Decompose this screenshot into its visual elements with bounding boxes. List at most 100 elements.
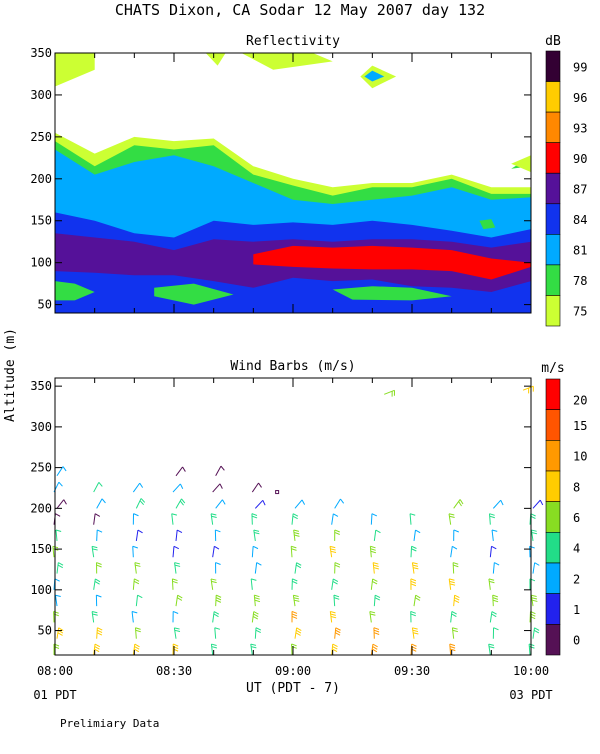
wind-barb-feather <box>175 630 180 631</box>
x-tick-label: 08:00 <box>37 664 73 678</box>
wind-barb-feather <box>449 516 454 517</box>
wind-barbs-panel: Wind Barbs (m/s) 5010015020025030035008:… <box>30 359 587 678</box>
wind-barb <box>254 595 260 606</box>
wind-barb-staff <box>335 499 341 508</box>
wind-barb-feather <box>294 533 299 534</box>
x-axis-left-sublabel: 01 PDT <box>33 688 76 702</box>
wind-colorbar-swatch <box>546 410 560 441</box>
wind-barb <box>295 563 301 574</box>
wind-barb-staff <box>292 514 293 525</box>
wind-barb <box>374 628 379 639</box>
wind-barb-feather <box>251 647 256 648</box>
wind-barb <box>97 499 106 509</box>
wind-barb-feather <box>55 595 60 596</box>
reflectivity-colorbar-label: 81 <box>573 244 587 258</box>
wind-barb <box>252 546 258 557</box>
wind-barb <box>454 499 463 508</box>
wind-barb-feather <box>135 644 140 647</box>
wind-barb-feather <box>254 612 259 615</box>
wind-barb-staff <box>410 514 411 525</box>
reflectivity-y-tick-label: 200 <box>30 172 52 186</box>
wind-barb-isolated <box>384 390 394 396</box>
wind-barb-feather <box>412 644 417 646</box>
wind-barb <box>92 546 98 557</box>
wind-barb-feather <box>412 628 417 629</box>
wind-barb-staff <box>334 595 335 606</box>
wind-barb <box>451 611 457 622</box>
wind-barb-feather <box>212 647 217 648</box>
wind-barb-feather <box>415 530 420 533</box>
wind-barb <box>452 628 457 639</box>
wind-barb <box>335 563 340 574</box>
wind-barb-feather <box>374 633 379 635</box>
wind-barb-feather <box>492 530 497 531</box>
wind-barb-feather <box>373 565 378 566</box>
wind-barb-feather <box>175 565 180 566</box>
wind-barb-feather <box>95 647 100 650</box>
wind-barb-feather <box>331 551 336 552</box>
wind-barb-staff <box>53 546 54 557</box>
wind-barb-feather <box>172 579 177 581</box>
wind-barb-feather <box>215 628 220 630</box>
wind-barb-staff <box>529 644 530 655</box>
wind-barb <box>56 530 61 541</box>
wind-colorbar-label: 8 <box>573 480 580 494</box>
wind-barb <box>292 514 298 525</box>
wind-barb-feather <box>529 647 534 649</box>
reflectivity-colorbar-swatch <box>546 204 560 235</box>
wind-barb <box>493 628 498 639</box>
wind-barb-staff <box>135 628 136 639</box>
wind-y-tick-label: 300 <box>30 420 52 434</box>
wind-barb-feather <box>375 595 380 597</box>
wind-barb-feather <box>135 628 140 630</box>
wind-barb <box>335 530 340 541</box>
wind-barb-feather <box>335 633 340 635</box>
wind-barb-staff <box>332 579 334 590</box>
wind-barb-feather <box>296 630 301 633</box>
wind-barb <box>449 514 455 525</box>
wind-barb-feather <box>333 644 338 646</box>
y-axis-label: Altitude (m) <box>3 328 18 422</box>
reflectivity-colorbar-unit: dB <box>545 34 561 49</box>
wind-barb-feather <box>453 563 458 565</box>
wind-barb-feather <box>489 579 494 580</box>
wind-barb-feather <box>173 581 178 583</box>
wind-barb-feather <box>220 484 222 489</box>
wind-barb-feather <box>333 647 338 649</box>
wind-barb-feather <box>372 581 377 584</box>
wind-barb-feather <box>535 563 540 566</box>
wind-barb-feather <box>530 546 535 548</box>
wind-barb-feather <box>293 595 298 596</box>
wind-barb-feather <box>95 644 100 647</box>
wind-barb <box>97 563 102 574</box>
reflectivity-colorbar-label: 90 <box>573 152 587 166</box>
wind-barb <box>136 498 144 508</box>
wind-barb <box>374 530 380 541</box>
wind-barb-staff <box>94 579 96 590</box>
wind-barb <box>174 628 180 639</box>
wind-barb-feather <box>135 563 140 564</box>
reflectivity-colorbar-label: 87 <box>573 183 587 197</box>
wind-barb-feather <box>335 565 340 567</box>
reflectivity-y-tick-label: 50 <box>38 298 52 312</box>
wind-barb-staff <box>295 500 302 508</box>
wind-barb-staff <box>173 546 174 557</box>
wind-barb <box>176 530 182 541</box>
wind-barb <box>450 644 456 655</box>
wind-barb-feather <box>134 647 139 650</box>
wind-barb <box>493 500 503 508</box>
wind-barb-staff <box>175 563 176 574</box>
wind-barb-staff <box>254 530 256 541</box>
wind-barb-feather <box>95 514 100 517</box>
wind-barb-feather <box>376 530 381 533</box>
wind-barb-feather <box>97 530 102 532</box>
wind-barb-staff <box>295 563 297 574</box>
wind-barb-feather <box>178 595 183 598</box>
wind-barb-feather <box>459 501 462 506</box>
wind-barb-staff <box>213 484 220 492</box>
wind-barb-staff <box>255 500 262 508</box>
wind-barb-feather <box>211 579 216 580</box>
wind-barb <box>135 563 141 574</box>
wind-barb <box>176 499 185 509</box>
wind-barb <box>335 499 344 508</box>
